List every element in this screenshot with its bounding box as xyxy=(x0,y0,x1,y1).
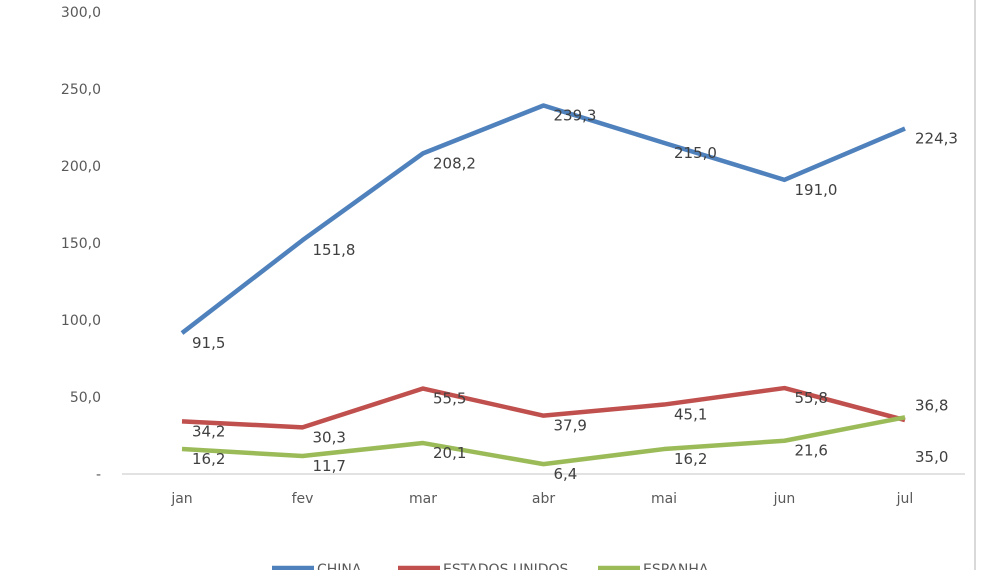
series-line-china xyxy=(180,103,906,335)
x-tick-label: mar xyxy=(409,491,437,507)
x-tick-label: fev xyxy=(292,491,314,507)
data-label: 91,5 xyxy=(192,334,225,352)
legend-label: ESTADOS UNIDOS xyxy=(443,562,569,570)
data-label: 55,8 xyxy=(795,389,828,407)
data-label: 16,2 xyxy=(674,450,707,468)
data-label: 239,3 xyxy=(554,106,597,124)
legend-label: ESPANHA xyxy=(643,562,709,570)
y-tick-label: - xyxy=(96,467,101,483)
data-label: 208,2 xyxy=(433,154,476,172)
data-label: 37,9 xyxy=(554,417,587,435)
data-label: 224,3 xyxy=(915,130,958,148)
x-tick-label: jul xyxy=(896,491,914,507)
data-label: 151,8 xyxy=(313,241,356,259)
data-label: 30,3 xyxy=(313,428,346,446)
y-tick-label: 50,0 xyxy=(70,390,101,406)
y-tick-label: 200,0 xyxy=(61,159,101,175)
data-label: 20,1 xyxy=(433,444,466,462)
y-tick-label: 250,0 xyxy=(61,82,101,98)
x-tick-label: jun xyxy=(773,491,796,507)
data-label: 34,2 xyxy=(192,422,225,440)
data-label: 45,1 xyxy=(674,406,707,424)
x-tick-label: jan xyxy=(170,491,192,507)
data-label: 11,7 xyxy=(313,457,346,475)
y-tick-label: 300,0 xyxy=(61,5,101,21)
y-tick-label: 150,0 xyxy=(61,236,101,252)
data-label: 35,0 xyxy=(915,448,948,466)
data-label: 215,0 xyxy=(674,144,717,162)
data-label: 21,6 xyxy=(795,442,828,460)
data-label: 6,4 xyxy=(554,465,578,483)
data-label: 36,8 xyxy=(915,396,948,414)
data-label: 55,5 xyxy=(433,390,466,408)
x-tick-label: mai xyxy=(651,491,677,507)
y-tick-label: 100,0 xyxy=(61,313,101,329)
legend-label: CHINA xyxy=(317,562,362,570)
x-tick-label: abr xyxy=(532,491,555,507)
data-label: 191,0 xyxy=(795,181,838,199)
data-label: 16,2 xyxy=(192,450,225,468)
